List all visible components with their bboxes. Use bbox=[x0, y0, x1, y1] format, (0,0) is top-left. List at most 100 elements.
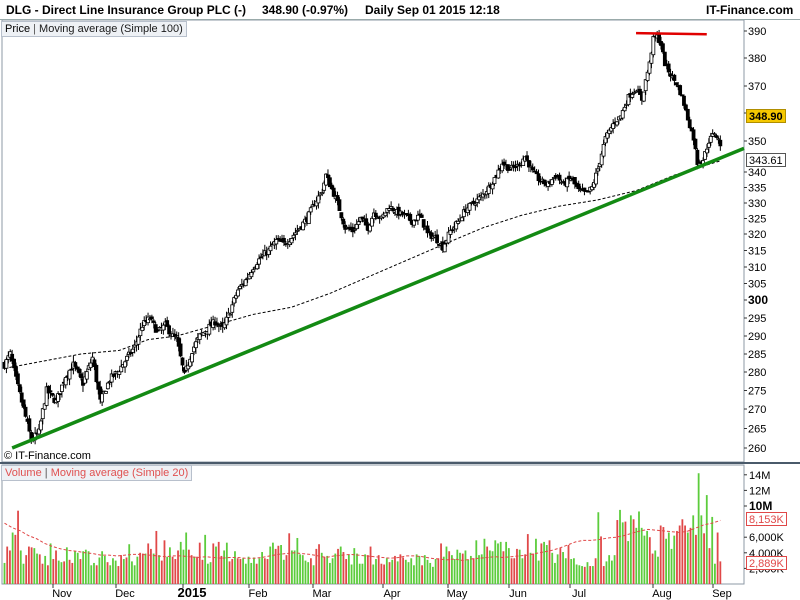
volume-bar bbox=[619, 509, 621, 584]
volume-bar bbox=[714, 563, 716, 584]
candle-body bbox=[460, 217, 464, 222]
candle-body bbox=[327, 177, 332, 188]
candle-body bbox=[259, 256, 263, 259]
candle-body bbox=[620, 110, 625, 119]
candle bbox=[50, 393, 55, 397]
candle-body bbox=[454, 221, 459, 230]
volume-bar bbox=[488, 550, 491, 584]
candle-body bbox=[641, 91, 646, 102]
volume-bar bbox=[242, 558, 245, 584]
volume-bar bbox=[627, 541, 630, 584]
candle bbox=[165, 316, 170, 328]
volume-bar bbox=[150, 548, 152, 584]
volume-bar bbox=[366, 555, 369, 584]
candle-body bbox=[714, 135, 719, 138]
candle bbox=[356, 217, 361, 229]
candle bbox=[60, 384, 64, 398]
volume-bar bbox=[364, 554, 367, 584]
candle-body bbox=[251, 269, 256, 273]
volume-bar bbox=[410, 558, 413, 584]
candle bbox=[521, 155, 526, 166]
candle bbox=[687, 116, 692, 129]
candle-body bbox=[615, 121, 619, 126]
volume-bar bbox=[280, 545, 282, 584]
volume-bar bbox=[659, 525, 662, 584]
candle bbox=[197, 333, 202, 345]
candle bbox=[460, 216, 464, 222]
price-legend[interactable]: Price | Moving average (Simple 100) bbox=[1, 21, 187, 37]
volume-bar bbox=[562, 552, 564, 584]
volume-bar bbox=[46, 565, 49, 584]
candle-body bbox=[21, 399, 26, 408]
volume-bar bbox=[141, 553, 144, 584]
volume-bar bbox=[461, 553, 464, 584]
candle-body bbox=[23, 406, 28, 417]
volume-bar bbox=[171, 556, 174, 584]
candle-body bbox=[442, 243, 447, 253]
candle bbox=[389, 201, 394, 209]
candle-body bbox=[104, 390, 108, 394]
candle bbox=[274, 235, 279, 250]
candle bbox=[421, 219, 426, 231]
volume-bar bbox=[103, 555, 106, 584]
volume-bar bbox=[469, 555, 472, 584]
price-tick-label: 350 bbox=[748, 136, 766, 148]
volume-bar bbox=[499, 541, 502, 584]
volume-bar bbox=[79, 559, 82, 584]
volume-bar bbox=[125, 557, 128, 584]
candle bbox=[257, 254, 261, 269]
candle-body bbox=[282, 237, 286, 243]
candle-body bbox=[682, 95, 686, 106]
candle-body bbox=[130, 348, 135, 353]
candle bbox=[268, 241, 273, 255]
volume-bar bbox=[377, 555, 380, 584]
volume-tick-label: 14M bbox=[749, 470, 770, 482]
candle-body bbox=[117, 371, 122, 375]
volume-bar bbox=[74, 551, 76, 584]
candle-body bbox=[316, 195, 321, 204]
candle-body bbox=[238, 285, 242, 289]
candle bbox=[178, 338, 183, 358]
candle-body bbox=[243, 279, 248, 287]
volume-bar bbox=[545, 545, 548, 584]
date-tick-label: Mar bbox=[313, 588, 332, 600]
volume-bar bbox=[575, 564, 578, 584]
volume-bar bbox=[244, 563, 247, 584]
volume-bar bbox=[434, 559, 437, 584]
volume-bar bbox=[328, 562, 331, 584]
volume-bar bbox=[445, 546, 448, 584]
candle bbox=[352, 224, 357, 234]
candle-body bbox=[320, 192, 325, 195]
volume-bar bbox=[217, 541, 220, 584]
candle-body bbox=[306, 211, 311, 225]
volume-bar bbox=[209, 562, 212, 584]
volume-bar bbox=[239, 559, 242, 584]
volume-legend[interactable]: Volume | Moving average (Simple 20) bbox=[1, 465, 193, 481]
candle-body bbox=[496, 169, 501, 179]
price-tick-label: 295 bbox=[748, 313, 766, 325]
volume-bar bbox=[255, 563, 258, 584]
volume-bar bbox=[291, 550, 293, 584]
price-tick-label: 305 bbox=[748, 279, 766, 291]
candle-body bbox=[391, 207, 395, 212]
volume-bar bbox=[293, 550, 296, 584]
candle-body bbox=[190, 353, 194, 363]
volume-bar bbox=[174, 559, 177, 584]
volume-bar bbox=[231, 559, 234, 584]
candle-body bbox=[645, 71, 650, 81]
ma-value-tag: 343.61 bbox=[746, 153, 786, 167]
volume-bar bbox=[98, 557, 101, 584]
price-tick-label: 330 bbox=[748, 198, 766, 210]
candle-body bbox=[249, 272, 254, 278]
last-price-change: 348.90 (-0.97%) bbox=[262, 3, 349, 17]
candle-body bbox=[582, 187, 587, 192]
candle bbox=[630, 91, 635, 100]
candle bbox=[207, 319, 212, 337]
candle bbox=[582, 187, 587, 196]
candle-body bbox=[666, 63, 671, 73]
volume-bar bbox=[391, 559, 394, 584]
volume-bar bbox=[57, 560, 60, 584]
candle bbox=[490, 181, 495, 195]
date-tick-label: Nov bbox=[52, 588, 72, 600]
candle bbox=[42, 402, 47, 410]
